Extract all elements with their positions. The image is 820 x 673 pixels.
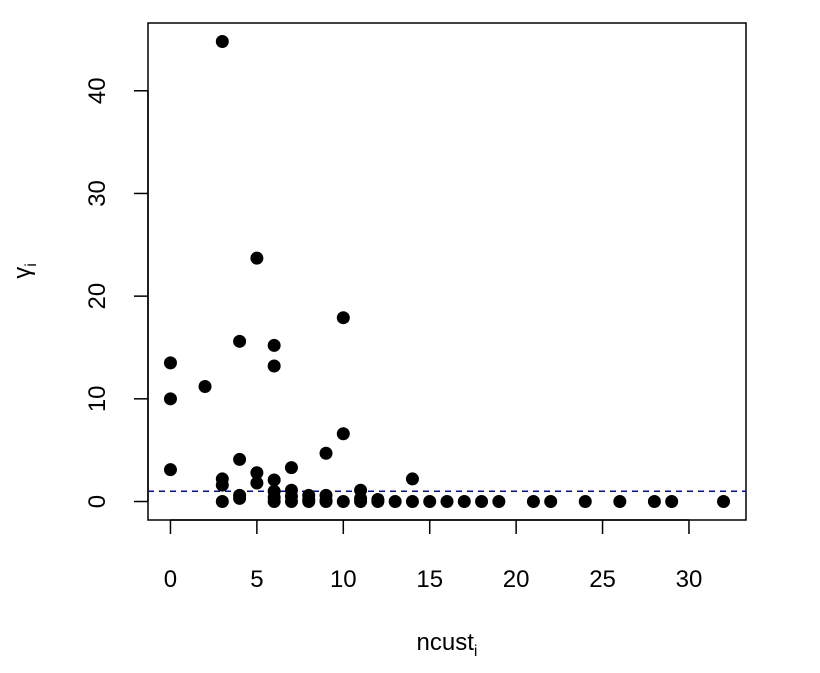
data-points <box>163 34 731 509</box>
data-point <box>647 495 661 509</box>
data-point <box>267 359 281 373</box>
y-axis-label: γi <box>9 263 40 279</box>
data-point <box>354 495 368 509</box>
data-point <box>284 495 298 509</box>
data-point <box>215 495 229 509</box>
x-tick-label: 10 <box>330 566 357 593</box>
data-point <box>215 478 229 492</box>
data-point <box>578 495 592 509</box>
y-tick-label: 40 <box>84 77 111 104</box>
data-point <box>665 495 679 509</box>
data-point <box>457 495 471 509</box>
data-point <box>336 427 350 441</box>
data-point <box>440 495 454 509</box>
data-point <box>526 495 540 509</box>
data-point <box>250 251 264 265</box>
data-point <box>544 495 558 509</box>
data-point <box>284 461 298 475</box>
data-point <box>388 495 402 509</box>
data-point <box>492 495 506 509</box>
data-point <box>250 466 264 480</box>
data-point <box>233 334 247 348</box>
data-point <box>163 463 177 477</box>
x-tick-label: 20 <box>503 566 530 593</box>
data-point <box>163 356 177 370</box>
data-point <box>405 495 419 509</box>
data-point <box>267 338 281 352</box>
data-point <box>250 476 264 490</box>
data-point <box>267 495 281 509</box>
plot-frame <box>147 22 747 521</box>
data-point <box>371 495 385 509</box>
x-axis: 0 5 10 15 20 25 30 <box>164 519 703 593</box>
data-point <box>215 34 229 48</box>
data-point <box>267 473 281 487</box>
x-tick-label: 30 <box>676 566 703 593</box>
y-axis: 0 10 20 30 40 <box>84 77 149 508</box>
data-point <box>475 495 489 509</box>
data-point <box>405 472 419 486</box>
data-point <box>336 495 350 509</box>
x-tick-label: 0 <box>164 566 177 593</box>
data-point <box>302 495 316 509</box>
data-point <box>233 491 247 505</box>
data-point <box>319 495 333 509</box>
y-tick-label: 10 <box>84 385 111 412</box>
x-axis-label: ncusti <box>417 629 478 660</box>
data-point <box>717 495 731 509</box>
x-tick-label: 25 <box>589 566 616 593</box>
data-point <box>233 452 247 466</box>
y-tick-label: 20 <box>84 283 111 310</box>
data-point <box>198 380 212 394</box>
data-point <box>163 392 177 406</box>
y-tick-label: 30 <box>84 180 111 207</box>
data-point <box>319 446 333 460</box>
data-point <box>613 495 627 509</box>
data-point <box>336 311 350 325</box>
x-tick-label: 5 <box>250 566 263 593</box>
y-tick-label: 0 <box>84 495 111 508</box>
data-point <box>423 495 437 509</box>
x-tick-label: 15 <box>416 566 443 593</box>
